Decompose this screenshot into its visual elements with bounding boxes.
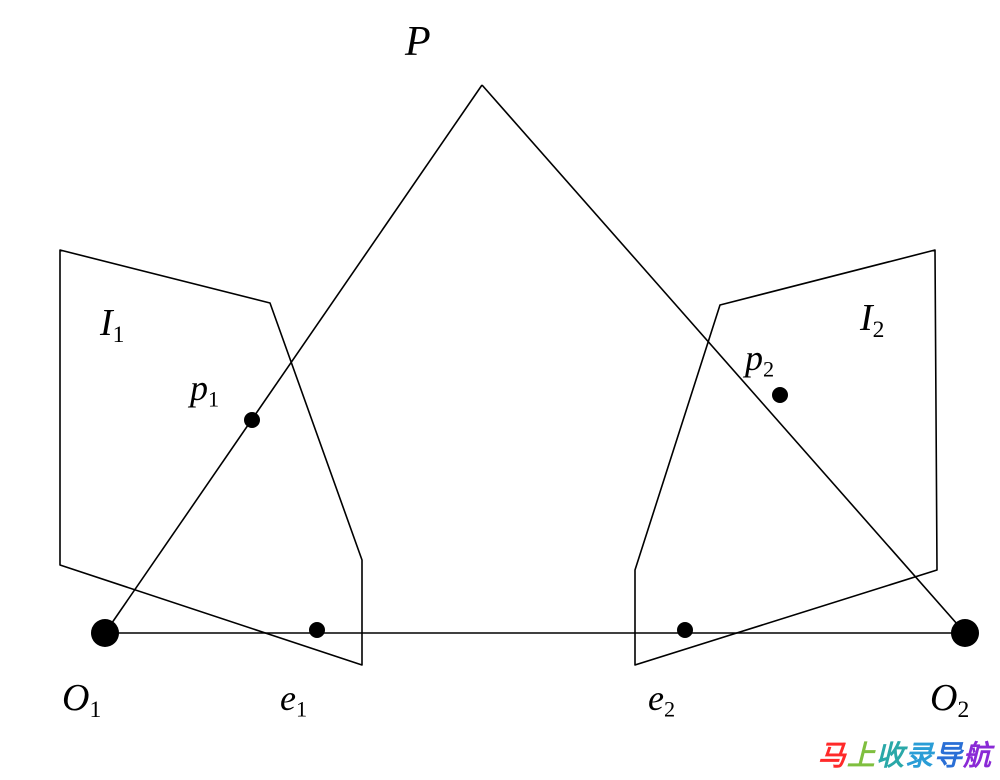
label-I1: I1	[99, 302, 124, 348]
point-e2	[677, 622, 693, 638]
edge-O1-P	[105, 85, 482, 633]
label-p1: p1	[187, 368, 219, 411]
point-p1	[244, 412, 260, 428]
label-I2: I2	[859, 297, 884, 343]
point-O2	[951, 619, 979, 647]
label-p2: p2	[742, 338, 774, 381]
point-e1	[309, 622, 325, 638]
label-O2: O2	[930, 677, 969, 723]
label-P: P	[404, 19, 431, 65]
point-p2	[772, 387, 788, 403]
edge-O2-P	[482, 85, 965, 633]
image-plane-2	[635, 250, 937, 665]
point-O1	[91, 619, 119, 647]
label-e2: e2	[648, 678, 675, 721]
label-O1: O1	[62, 677, 101, 723]
epipolar-diagram: P I1 I2 p1 p2 O1 O2 e1 e2	[0, 0, 1000, 780]
label-e1: e1	[280, 678, 307, 721]
